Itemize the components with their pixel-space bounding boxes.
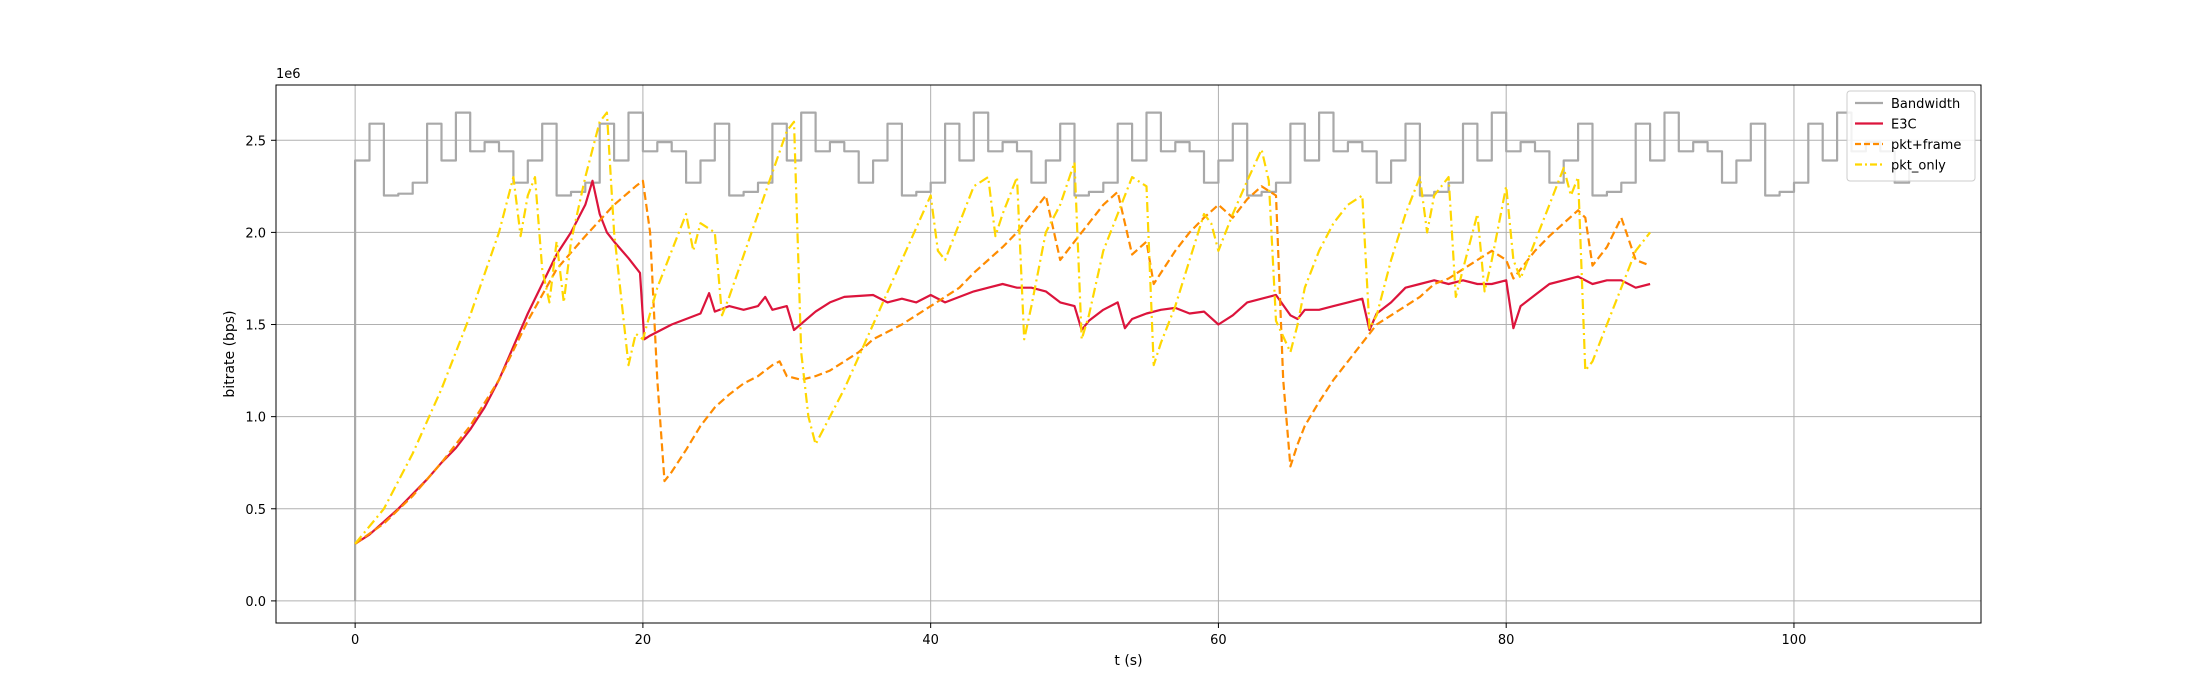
series-lines bbox=[354, 111, 1911, 601]
y-offset-label: 1e6 bbox=[276, 67, 301, 82]
series-line-e3c bbox=[354, 179, 1651, 545]
legend-box bbox=[1846, 90, 1976, 182]
legend-label: E3C bbox=[1891, 118, 1917, 133]
legend-label: pkt+frame bbox=[1891, 138, 1961, 153]
y-tick-label: 0.5 bbox=[245, 503, 266, 518]
x-tick-label: 60 bbox=[1210, 633, 1227, 648]
x-axis-label: t (s) bbox=[1114, 653, 1142, 669]
x-tick-label: 80 bbox=[1498, 633, 1515, 648]
y-axis-label: bitrate (bps) bbox=[222, 310, 238, 397]
legend-label: pkt_only bbox=[1891, 159, 1946, 174]
series-line-pkt-only bbox=[354, 111, 1651, 545]
plot-frame bbox=[275, 84, 1982, 624]
series-line-pkt-frame bbox=[354, 179, 1651, 545]
series-line-bandwidth bbox=[354, 111, 1911, 601]
y-tick-label: 2.0 bbox=[245, 226, 266, 241]
x-tick-label: 100 bbox=[1782, 633, 1807, 648]
y-tick-label: 1.0 bbox=[245, 411, 266, 426]
x-tick-label: 0 bbox=[351, 633, 359, 648]
legend-label: Bandwidth bbox=[1891, 97, 1960, 112]
y-tick-label: 1.5 bbox=[245, 319, 266, 334]
y-tick-label: 0.0 bbox=[245, 595, 266, 610]
x-tick-label: 20 bbox=[635, 633, 652, 648]
legend: Bandwidth E3C pkt+frame pkt_only bbox=[1846, 90, 1976, 182]
x-tick-label: 40 bbox=[922, 633, 939, 648]
y-tick-label: 2.5 bbox=[245, 134, 266, 149]
axis-ticks: 0 20 40 60 80 100 0.0 0.5 1.0 1.5 2.0 2.5 bbox=[245, 134, 1806, 648]
grid bbox=[276, 85, 1981, 623]
